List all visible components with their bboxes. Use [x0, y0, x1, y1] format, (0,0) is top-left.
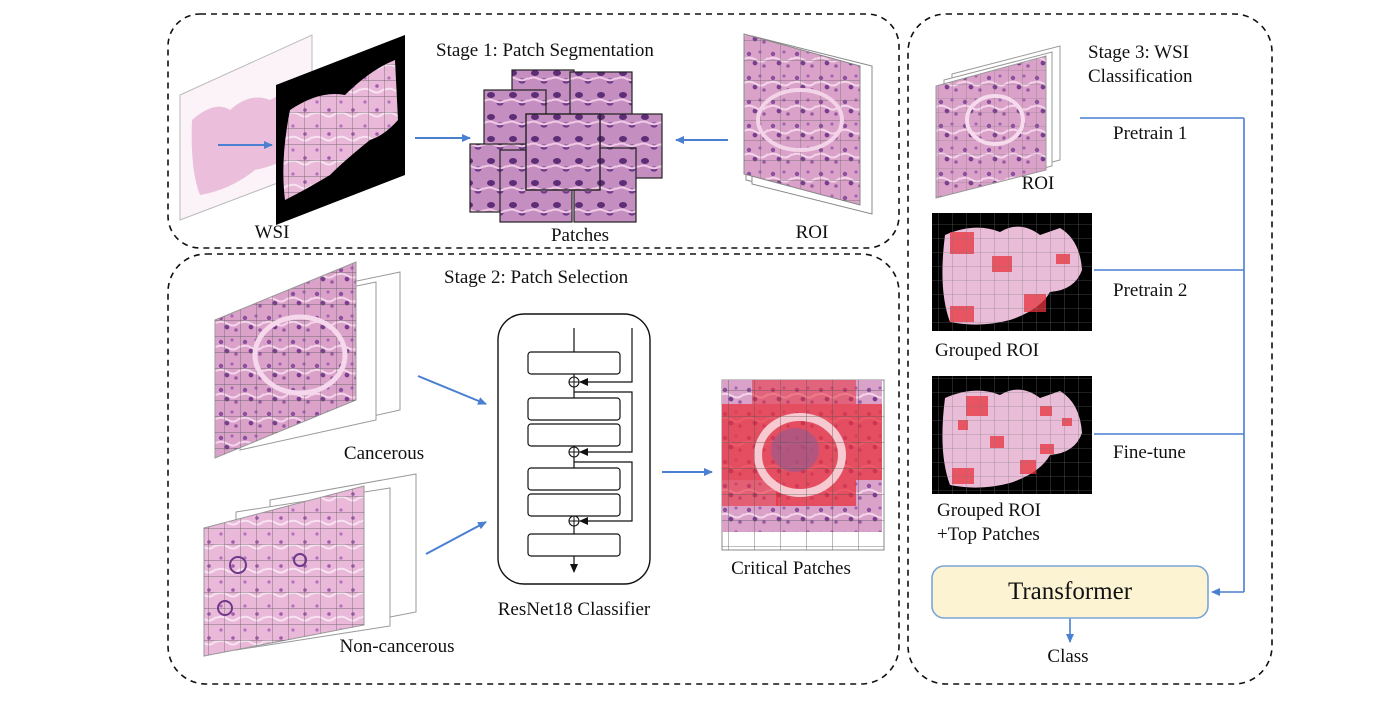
cancerous-label: Cancerous	[343, 443, 425, 464]
stage1-box	[167, 13, 900, 249]
cancerous-image-stack	[214, 261, 401, 459]
pretrain1-label: Pretrain 1	[1113, 123, 1188, 144]
pretrain2-label: Pretrain 2	[1113, 280, 1188, 301]
transformer-label: Transformer	[1007, 578, 1133, 605]
roi-label-stage3: ROI	[1021, 173, 1055, 194]
grouped-top-label-line1: Grouped ROI	[937, 500, 1041, 521]
patch-stack	[469, 69, 663, 223]
roi-image-stage3	[935, 45, 1061, 199]
patches-label: Patches	[550, 225, 610, 246]
critical-patches-label: Critical Patches	[731, 558, 851, 579]
grouped-roi-top-patches-image	[932, 376, 1092, 494]
stage2-title: Stage 2: Patch Selection	[444, 267, 629, 288]
roi-label-stage1: ROI	[795, 222, 829, 243]
grouped-roi-image	[932, 213, 1092, 331]
class-label: Class	[1047, 646, 1089, 667]
noncancerous-image-stack	[203, 473, 417, 657]
noncancerous-label: Non-cancerous	[339, 636, 455, 657]
grouped-top-label-line2: +Top Patches	[937, 524, 1040, 545]
roi-image-stage1	[743, 33, 873, 215]
noncancerous-arrow	[425, 521, 487, 555]
cancerous-arrow	[417, 375, 487, 405]
wsi-label: WSI	[254, 222, 290, 243]
stage3-connectors	[1066, 117, 1245, 643]
wsi-mask-image	[276, 35, 405, 225]
stage3-title-line2: Classification	[1088, 66, 1193, 87]
stage2-box	[167, 253, 900, 685]
critical-patches-image	[721, 379, 885, 551]
grouped-roi-label: Grouped ROI	[935, 340, 1039, 361]
classifier-label: ResNet18 Classifier	[497, 599, 651, 620]
stage1-title: Stage 1: Patch Segmentation	[436, 40, 654, 61]
finetune-label: Fine-tune	[1113, 442, 1186, 463]
stage3-title-line1: Stage 3: WSI	[1088, 42, 1189, 63]
transformer-box	[931, 565, 1209, 619]
resnet18-classifier	[497, 313, 651, 585]
stage3-box	[907, 13, 1273, 685]
